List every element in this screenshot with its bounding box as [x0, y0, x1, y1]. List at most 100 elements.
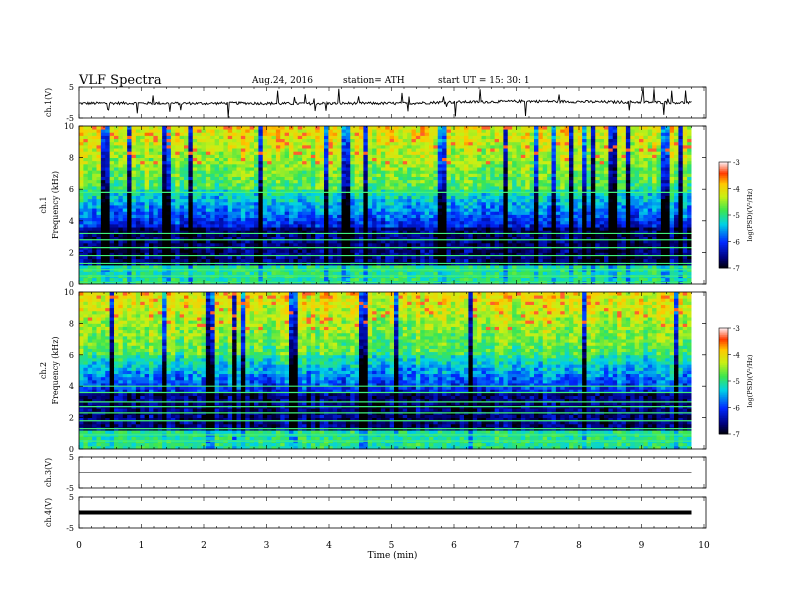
spectrogram-cell [127, 252, 132, 256]
spectrogram-cell [682, 176, 688, 181]
spectrogram-cell [205, 208, 211, 212]
spectrogram-cell [665, 186, 671, 190]
spectrogram-cell [520, 220, 526, 225]
spectrogram-cell [332, 239, 338, 244]
spectrogram-cell [367, 201, 373, 206]
spectrogram-cell [621, 255, 627, 260]
spectrogram-cell [162, 277, 167, 282]
spectrogram-cell [542, 242, 548, 247]
spectrogram-cell [560, 236, 566, 241]
spectrogram-cell [682, 189, 688, 193]
spectrogram-cell [385, 195, 391, 200]
spectrogram-cell [118, 189, 124, 193]
spectrogram-cell [485, 230, 491, 234]
spectrogram-cell [315, 198, 321, 203]
spectrogram-cell [468, 255, 474, 260]
spectrogram-cell [245, 201, 251, 206]
spectrogram-cell [424, 211, 430, 215]
spectrogram-cell [459, 189, 465, 193]
spectrogram-cell [232, 227, 237, 231]
spectrogram-cell [192, 186, 198, 190]
spectrogram-cell [604, 230, 609, 234]
spectrogram-cell [669, 277, 675, 282]
spectrogram-cell [555, 186, 561, 190]
spectrogram-cell [494, 249, 500, 253]
spectrogram-cell [205, 182, 211, 187]
spectrogram-cell [538, 271, 544, 275]
spectrogram-cell [512, 230, 517, 234]
spectrogram-cell [350, 242, 356, 247]
spectrogram-cell [499, 249, 504, 253]
spectrogram-cell [267, 201, 272, 206]
spectrogram-cell [420, 271, 426, 275]
spectrogram-cell [415, 211, 421, 215]
spectrogram-cell [214, 205, 220, 209]
spectrogram-cell [665, 189, 671, 193]
spectrogram-cell [494, 236, 500, 241]
spectrogram-cell [157, 205, 163, 209]
spectrogram-cell [363, 255, 369, 260]
spectrogram-cell [122, 198, 128, 203]
spectrogram-cell [249, 271, 255, 275]
spectrogram-cell [376, 214, 382, 219]
spectrogram-cell [83, 201, 89, 206]
spectrogram-cell [516, 214, 522, 219]
spectrogram-cell [512, 258, 517, 263]
spectrogram-cell [306, 271, 312, 275]
spectrogram-cell [520, 242, 526, 247]
spectrogram-cell [302, 211, 307, 215]
spectrogram-cell [96, 227, 102, 231]
spectrogram-cell [188, 201, 194, 206]
spectrogram-cell [96, 239, 102, 244]
spectrogram-cell [604, 258, 609, 263]
spectrogram-cell [100, 271, 106, 275]
spectrogram-cell [262, 233, 268, 237]
spectrogram-cell [337, 258, 342, 263]
spectrogram-cell [122, 192, 128, 196]
spectrogram-cell [429, 201, 434, 206]
spectrogram-cell [503, 252, 509, 256]
spectrogram-cell [227, 227, 233, 231]
spectrogram-cell [555, 249, 561, 253]
spectrogram-cell [424, 182, 430, 187]
spectrogram-cell [249, 252, 255, 256]
spectrogram-cell [442, 258, 447, 263]
spectrogram-cell [437, 249, 443, 253]
spectrogram-cell [258, 255, 264, 260]
spectrogram-cell [302, 252, 307, 256]
spectrogram-cell [442, 249, 447, 253]
spectrogram-cell [595, 189, 601, 193]
spectrogram-cell [569, 192, 574, 196]
spectrogram-cell [542, 182, 548, 187]
spectrogram-cell [306, 211, 312, 215]
spectrogram-cell [652, 252, 657, 256]
spectrogram-cell [332, 236, 338, 241]
spectrogram-cell [114, 220, 119, 225]
spectrogram-cell [227, 258, 233, 263]
spectrogram-cell [560, 217, 566, 222]
spectrogram-cell [328, 220, 334, 225]
spectrogram-cell [669, 230, 675, 234]
spectrogram-cell [516, 277, 522, 282]
spectrogram-cell [380, 176, 386, 181]
spectrogram-cell [105, 182, 111, 187]
spectrogram-cell [634, 182, 640, 187]
spectrogram-cell [586, 214, 592, 219]
spectrogram-cell [577, 258, 583, 263]
spectrogram-cell [481, 179, 487, 184]
spectrogram-cell [87, 198, 93, 203]
spectrogram-cell [315, 220, 321, 225]
spectrogram-cell [660, 249, 666, 253]
spectrogram-cell [114, 271, 119, 275]
spectrogram-cell [332, 258, 338, 263]
spectrogram-cell [599, 255, 605, 260]
spectrogram-cell [87, 249, 93, 253]
spectrogram-cell [678, 233, 684, 237]
spectrogram-cell [345, 258, 351, 263]
spectrogram-cell [210, 198, 216, 203]
spectrogram-cell [464, 233, 469, 237]
spectrogram-cell [525, 195, 531, 200]
spectrogram-cell [100, 265, 106, 269]
spectrogram-cell [481, 186, 487, 190]
